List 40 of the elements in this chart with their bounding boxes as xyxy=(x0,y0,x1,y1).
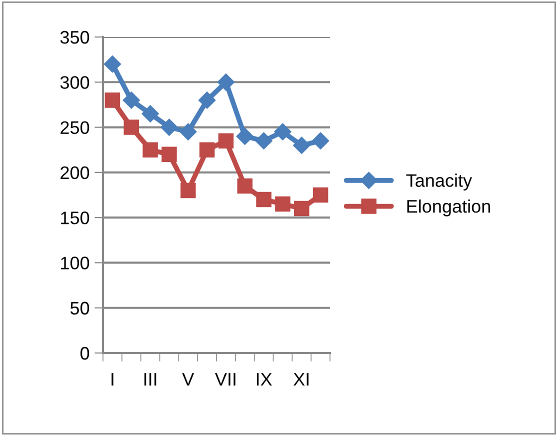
x-tick-label: I xyxy=(112,373,114,386)
point xyxy=(237,178,253,194)
y-tick-label: 100 xyxy=(61,256,90,270)
x-tick-label: III xyxy=(144,373,156,386)
point xyxy=(236,128,254,145)
point xyxy=(312,187,328,203)
x-tick-label: XI xyxy=(294,373,308,386)
point xyxy=(122,92,140,109)
point xyxy=(275,196,290,212)
y-tick-label: 350 xyxy=(60,30,90,44)
y-tick-label: 150 xyxy=(61,212,90,224)
point xyxy=(142,142,158,158)
point xyxy=(294,200,310,216)
y-tick-label: 0 xyxy=(80,346,90,360)
x-tick-label: V xyxy=(182,373,194,386)
point xyxy=(256,192,272,208)
point xyxy=(162,146,177,162)
point xyxy=(274,123,292,140)
y-tick-label: 300 xyxy=(60,76,90,89)
point xyxy=(217,74,235,91)
point xyxy=(104,92,120,108)
point xyxy=(198,92,216,109)
y-tick-label: 250 xyxy=(60,121,90,134)
point xyxy=(160,118,178,136)
legend-label: Tanacity xyxy=(406,174,472,190)
x-tick-label: VII xyxy=(215,373,236,386)
y-tick-label: 200 xyxy=(60,166,90,180)
point xyxy=(104,56,122,73)
x-tick-label: IX xyxy=(256,373,272,386)
point xyxy=(199,142,215,158)
point xyxy=(142,105,159,122)
y-tick-label: 50 xyxy=(70,302,90,315)
point xyxy=(293,136,310,154)
point xyxy=(180,123,197,140)
point xyxy=(124,120,140,135)
legend-label: Elongation xyxy=(407,200,490,216)
point xyxy=(255,132,272,150)
point xyxy=(218,133,234,148)
point xyxy=(312,132,330,150)
point xyxy=(180,182,196,198)
